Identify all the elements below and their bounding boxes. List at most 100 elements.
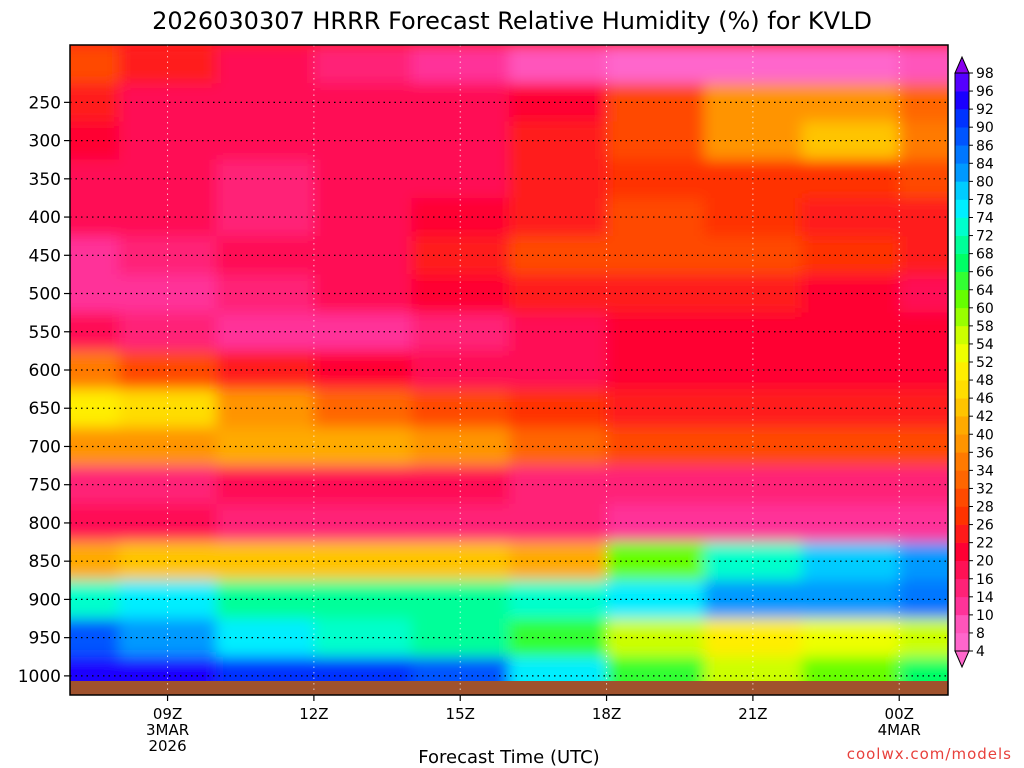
colorbar-label: 58 <box>976 319 994 335</box>
colorbar-label: 52 <box>976 355 994 371</box>
heatmap-cell <box>118 542 218 582</box>
heatmap-cell <box>509 236 608 276</box>
colorbar-label: 32 <box>976 481 994 497</box>
heatmap-cell <box>118 83 218 123</box>
heatmap-cell <box>216 312 315 352</box>
heatmap-cell <box>216 197 315 238</box>
y-tick-label: 600 <box>29 361 61 381</box>
heatmap-cell <box>606 236 706 276</box>
y-tick-label: 700 <box>29 437 61 457</box>
colorbar-arrow-bottom <box>954 650 970 669</box>
heatmap-cell <box>70 45 120 85</box>
heatmap-cell <box>509 45 608 85</box>
heatmap-cell <box>70 274 120 314</box>
colorbar-segment <box>955 307 969 327</box>
colorbar-segment <box>955 73 969 92</box>
colorbar-segment <box>955 145 969 164</box>
colorbar-label: 10 <box>976 608 994 624</box>
colorbar-segment <box>955 127 969 146</box>
heatmap-cell <box>216 580 315 620</box>
colorbar-segment <box>955 524 969 543</box>
x-tick-label: 12Z <box>299 705 328 723</box>
heatmap-cell <box>70 618 120 658</box>
colorbar-segment <box>955 325 969 345</box>
colorbar-label: 92 <box>976 102 994 118</box>
colorbar-label: 80 <box>976 174 994 190</box>
heatmap-cell <box>216 159 315 199</box>
heatmap-cell <box>509 656 608 682</box>
heatmap-cell <box>509 618 608 658</box>
heatmap-cell <box>216 83 315 123</box>
y-tick-label: 300 <box>29 132 61 152</box>
heatmap-cell <box>70 121 120 161</box>
colorbar-label: 20 <box>976 554 994 570</box>
heatmap-cell <box>118 312 218 352</box>
colorbar-segment <box>955 109 969 128</box>
heatmap-cell <box>509 542 608 582</box>
colorbar-label: 42 <box>976 409 994 425</box>
heatmap-cell <box>118 121 218 161</box>
colorbar-label: 36 <box>976 445 994 461</box>
gridlines <box>70 45 948 695</box>
colorbar-label: 4 <box>976 644 985 660</box>
heatmap-cell <box>606 427 706 467</box>
heatmap-cell <box>216 121 315 161</box>
heatmap-cell <box>70 389 120 429</box>
y-tick-label: 250 <box>29 93 61 113</box>
colorbar-segment <box>955 289 969 309</box>
heatmap-cell <box>606 503 706 543</box>
x-tick-label: 21Z <box>738 705 767 723</box>
colorbar-segment <box>955 199 969 218</box>
x-tick-label: 00Z <box>885 705 914 723</box>
heatmap-cell <box>606 618 706 658</box>
heatmap-cell <box>70 427 120 467</box>
heatmap-cell <box>313 350 413 391</box>
heatmap-cell <box>313 236 413 276</box>
heatmap-cell <box>118 427 218 467</box>
y-tick-label: 350 <box>29 170 61 190</box>
y-tick-label: 400 <box>29 208 61 228</box>
colorbar-label: 14 <box>976 590 994 606</box>
heatmap-cell <box>70 159 120 199</box>
colorbar-label: 26 <box>976 518 994 534</box>
colorbar-label: 90 <box>976 120 994 136</box>
heatmap-cell <box>606 542 706 582</box>
chart-title: 2026030307 HRRR Forecast Relative Humidi… <box>152 7 872 35</box>
heatmap-cell <box>70 465 120 505</box>
heatmap-cell <box>509 159 608 199</box>
colorbar-segment <box>955 398 969 417</box>
heatmap-cell <box>313 465 413 505</box>
heatmap-cell <box>70 312 120 352</box>
heatmap-cell <box>70 236 120 276</box>
heatmap-cell <box>216 427 315 467</box>
heatmap-cell <box>509 503 608 543</box>
watermark: coolwx.com/models <box>847 745 1012 763</box>
colorbar-segment <box>955 380 969 399</box>
colorbar-label: 28 <box>976 500 994 516</box>
heatmap-cell <box>216 656 315 682</box>
colorbar-label: 60 <box>976 301 994 317</box>
colorbar-segment <box>955 362 969 381</box>
colorbar-segment <box>955 343 969 363</box>
heatmap-cell <box>509 197 608 238</box>
colorbar-label: 72 <box>976 229 994 245</box>
heatmap-cell <box>313 83 413 123</box>
colorbar-segment <box>955 614 969 634</box>
heatmap-cell <box>118 580 218 620</box>
heatmap-cell <box>118 350 218 391</box>
colorbar-segment <box>955 452 969 471</box>
heatmap-cell <box>313 45 413 85</box>
heatmap-cell <box>509 312 608 352</box>
colorbar-label: 98 <box>976 66 994 82</box>
colorbar-segment <box>955 271 969 291</box>
y-tick-label: 900 <box>29 590 61 610</box>
y-tick-label: 550 <box>29 323 61 343</box>
heatmap-cell <box>70 350 120 391</box>
heatmap-cell <box>313 197 413 238</box>
y-tick-label: 500 <box>29 285 61 305</box>
heatmap-cell <box>606 580 706 620</box>
heatmap-cell <box>801 45 901 85</box>
heatmap-cell <box>313 159 413 199</box>
colorbar-segment <box>955 434 969 453</box>
heatmap-cell <box>899 656 948 682</box>
